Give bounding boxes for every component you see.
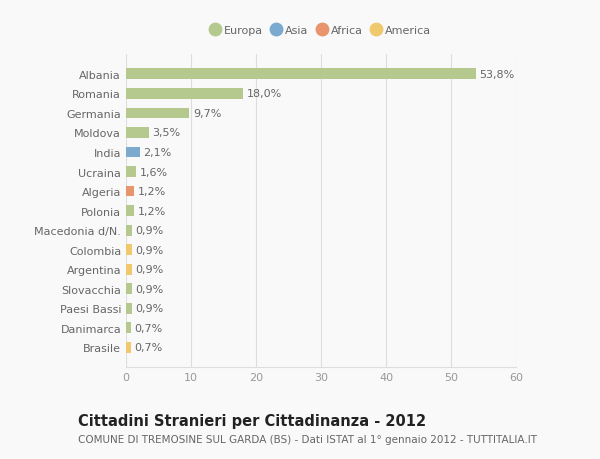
Bar [126, 128, 149, 139]
Legend: Europa, Asia, Africa, America: Europa, Asia, Africa, America [208, 23, 434, 39]
Bar [126, 225, 132, 236]
Text: 18,0%: 18,0% [247, 89, 282, 99]
Text: 3,5%: 3,5% [152, 128, 181, 138]
Bar [126, 69, 476, 80]
Bar [126, 284, 132, 295]
Text: 0,9%: 0,9% [136, 304, 164, 313]
Bar [126, 323, 131, 334]
Bar [126, 108, 189, 119]
Bar [126, 342, 131, 353]
Text: Cittadini Stranieri per Cittadinanza - 2012: Cittadini Stranieri per Cittadinanza - 2… [78, 413, 426, 428]
Text: 0,9%: 0,9% [136, 226, 164, 235]
Text: 0,9%: 0,9% [136, 265, 164, 274]
Text: 53,8%: 53,8% [479, 70, 515, 79]
Text: 0,7%: 0,7% [134, 323, 163, 333]
Bar [126, 245, 132, 256]
Text: 9,7%: 9,7% [193, 109, 221, 118]
Bar [126, 147, 140, 158]
Text: 0,9%: 0,9% [136, 284, 164, 294]
Text: 1,2%: 1,2% [138, 187, 166, 196]
Text: 1,6%: 1,6% [140, 167, 169, 177]
Bar [126, 206, 134, 217]
Text: 0,7%: 0,7% [134, 343, 163, 353]
Text: 2,1%: 2,1% [143, 148, 172, 157]
Text: COMUNE DI TREMOSINE SUL GARDA (BS) - Dati ISTAT al 1° gennaio 2012 - TUTTITALIA.: COMUNE DI TREMOSINE SUL GARDA (BS) - Dat… [78, 434, 537, 444]
Text: 0,9%: 0,9% [136, 245, 164, 255]
Bar [126, 89, 243, 100]
Bar [126, 167, 136, 178]
Bar [126, 186, 134, 197]
Text: 1,2%: 1,2% [138, 206, 166, 216]
Bar [126, 303, 132, 314]
Bar [126, 264, 132, 275]
